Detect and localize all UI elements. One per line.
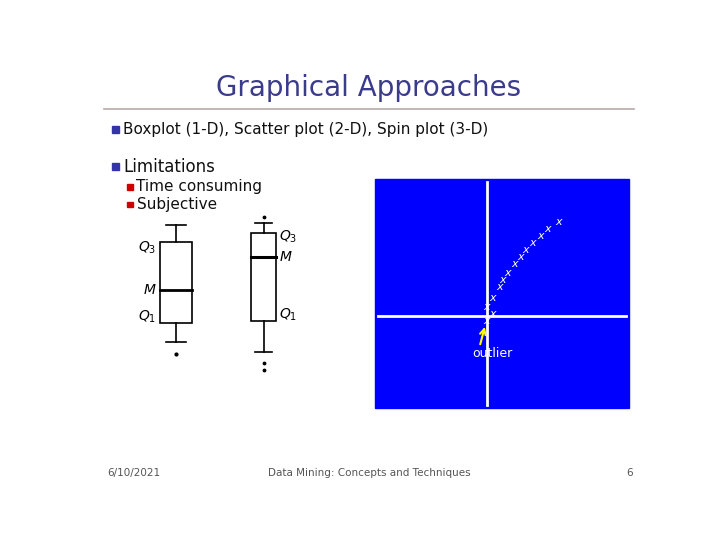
Text: x: x: [484, 302, 490, 312]
Text: Limitations: Limitations: [123, 158, 215, 176]
Text: Boxplot (1-D), Scatter plot (2-D), Spin plot (3-D): Boxplot (1-D), Scatter plot (2-D), Spin …: [123, 123, 489, 137]
Text: x: x: [545, 224, 552, 234]
Text: Time consuming: Time consuming: [137, 179, 263, 194]
Text: x: x: [497, 281, 503, 292]
Text: x: x: [504, 268, 510, 278]
Text: $M$: $M$: [279, 251, 293, 265]
Text: x: x: [489, 309, 495, 319]
Bar: [375, 179, 629, 408]
Text: x: x: [555, 218, 562, 227]
Text: x: x: [484, 316, 490, 326]
Text: x: x: [537, 231, 544, 241]
Bar: [160, 242, 192, 323]
Text: $Q_1$: $Q_1$: [279, 307, 297, 323]
Text: x: x: [499, 275, 505, 285]
Bar: [127, 184, 132, 190]
Bar: [251, 233, 276, 321]
Text: Graphical Approaches: Graphical Approaches: [217, 74, 521, 102]
Text: x: x: [512, 259, 518, 269]
Bar: [112, 126, 119, 133]
Text: $Q_1$: $Q_1$: [138, 308, 157, 325]
Text: x: x: [489, 293, 495, 303]
Text: $M$: $M$: [143, 284, 157, 298]
Text: x: x: [522, 245, 528, 255]
Text: $Q_3$: $Q_3$: [279, 229, 297, 246]
Text: Subjective: Subjective: [137, 197, 217, 212]
Bar: [127, 202, 132, 207]
Text: x: x: [517, 252, 523, 262]
Bar: [112, 164, 119, 170]
Text: x: x: [529, 238, 536, 248]
Text: outlier: outlier: [472, 347, 512, 360]
Text: Data Mining: Concepts and Techniques: Data Mining: Concepts and Techniques: [268, 468, 470, 478]
Text: 6/10/2021: 6/10/2021: [107, 468, 160, 478]
Text: 6: 6: [626, 468, 632, 478]
Text: $Q_3$: $Q_3$: [138, 240, 157, 256]
